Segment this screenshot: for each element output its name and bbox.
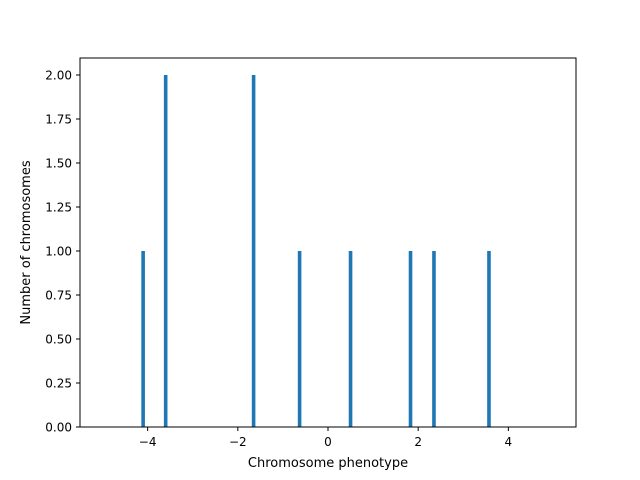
- y-tick-label: 1.25: [45, 201, 72, 215]
- bar-1: [163, 75, 168, 427]
- bar-5: [408, 251, 413, 427]
- bars-group: [141, 75, 491, 427]
- y-tick-label: 0.75: [45, 289, 72, 303]
- y-tick-label: 1.50: [45, 157, 72, 171]
- y-tick-label: 0.50: [45, 333, 72, 347]
- x-tick-label: 4: [505, 435, 513, 449]
- x-tick-label: 0: [324, 435, 332, 449]
- bar-0: [141, 251, 145, 427]
- x-axis-label: Chromosome phenotype: [248, 456, 408, 471]
- bar-7: [487, 251, 491, 427]
- y-tick-label: 0.00: [45, 421, 72, 435]
- axes-frame: [79, 57, 577, 428]
- y-tick-label: 1.75: [45, 113, 72, 127]
- bar-4: [348, 251, 353, 427]
- x-tick-label: −2: [229, 435, 247, 449]
- x-tick-label: 2: [414, 435, 422, 449]
- bar-6: [432, 251, 436, 427]
- x-axis-ticks: −4 −2 0 2 4: [139, 427, 512, 449]
- x-tick-label: −4: [139, 435, 157, 449]
- y-axis-label: Number of chromosomes: [19, 160, 34, 324]
- bar-3: [297, 251, 302, 427]
- y-tick-label: 2.00: [45, 69, 72, 83]
- y-tick-label: 1.00: [45, 245, 72, 259]
- bar-2: [251, 75, 256, 427]
- y-axis-ticks: 0.00 0.25 0.50 0.75 1.00 1.25 1.50 1.75 2.00: [45, 69, 80, 435]
- y-tick-label: 0.25: [45, 377, 72, 391]
